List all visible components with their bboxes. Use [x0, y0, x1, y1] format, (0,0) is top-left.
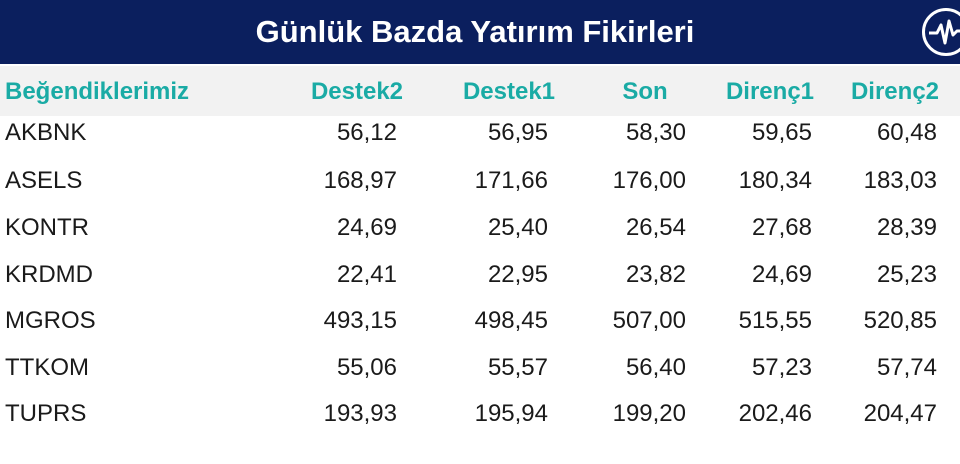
cell-son: 56,40: [625, 354, 686, 381]
cell-symbol: TTKOM: [5, 354, 89, 381]
cell-destek1: 195,94: [474, 400, 548, 427]
cell-direnc2: 28,39: [876, 214, 937, 241]
cell-direnc1: 202,46: [738, 400, 812, 427]
cell-destek1: 498,45: [474, 307, 548, 334]
column-header-destek1: Destek1: [462, 78, 556, 105]
page-title: Günlük Bazda Yatırım Fikirleri: [255, 14, 695, 49]
cell-destek2: 193,93: [323, 400, 397, 427]
cell-son: 58,30: [625, 119, 686, 146]
title-banner: Günlük Bazda Yatırım Fikirleri: [0, 0, 960, 64]
cell-symbol: MGROS: [5, 307, 96, 334]
cell-direnc1: 59,65: [751, 119, 812, 146]
table-header: [0, 66, 960, 116]
cell-symbol: KONTR: [5, 214, 89, 241]
cell-direnc2: 204,47: [863, 400, 937, 427]
cell-direnc2: 25,23: [876, 261, 937, 288]
column-header-direnc1: Direnç1: [725, 78, 815, 105]
cell-symbol: ASELS: [5, 167, 83, 194]
cell-direnc2: 60,48: [876, 119, 937, 146]
cell-direnc1: 24,69: [751, 261, 812, 288]
column-header-direnc2: Direnç2: [850, 78, 940, 105]
cell-destek1: 22,95: [487, 261, 548, 288]
cell-destek2: 55,06: [336, 354, 397, 381]
column-header-destek2: Destek2: [310, 78, 404, 105]
cell-direnc2: 520,85: [863, 307, 937, 334]
cell-symbol: TUPRS: [5, 400, 87, 427]
cell-destek1: 55,57: [487, 354, 548, 381]
cell-son: 23,82: [625, 261, 686, 288]
cell-direnc2: 57,74: [876, 354, 937, 381]
cell-destek2: 168,97: [323, 167, 397, 194]
cell-son: 507,00: [612, 307, 686, 334]
cell-direnc2: 183,03: [863, 167, 937, 194]
cell-son: 26,54: [625, 214, 686, 241]
cell-destek1: 25,40: [487, 214, 548, 241]
column-header-son: Son: [622, 78, 668, 105]
cell-direnc1: 515,55: [738, 307, 812, 334]
cell-symbol: KRDMD: [5, 261, 93, 288]
cell-direnc1: 27,68: [751, 214, 812, 241]
cell-direnc1: 57,23: [751, 354, 812, 381]
cell-destek2: 493,15: [323, 307, 397, 334]
cell-son: 199,20: [612, 400, 686, 427]
cell-son: 176,00: [612, 167, 686, 194]
column-header-symbol: Beğendiklerimiz: [5, 78, 190, 105]
cell-direnc1: 180,34: [738, 167, 812, 194]
cell-destek2: 24,69: [336, 214, 397, 241]
cell-destek2: 22,41: [336, 261, 397, 288]
cell-destek2: 56,12: [336, 119, 397, 146]
heartbeat-circle-icon: [922, 8, 960, 56]
cell-destek1: 171,66: [474, 167, 548, 194]
cell-symbol: AKBNK: [5, 119, 87, 146]
cell-destek1: 56,95: [487, 119, 548, 146]
